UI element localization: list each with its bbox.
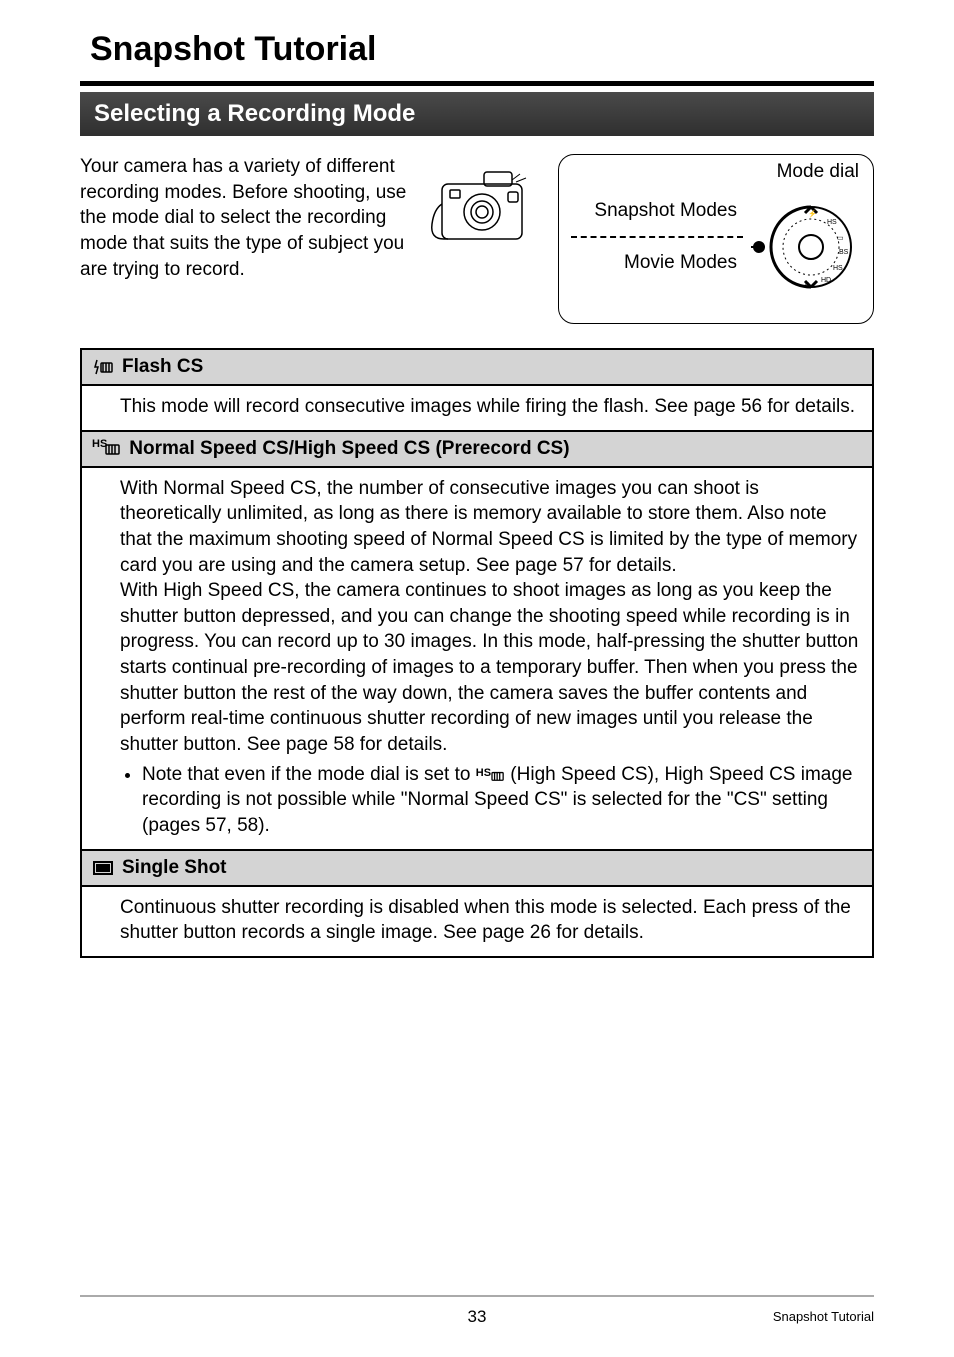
section-heading: Selecting a Recording Mode [80, 92, 874, 136]
mode-body-row: Continuous shutter recording is disabled… [81, 886, 873, 957]
mode-header-hs-cs: HS Normal Speed CS/High Speed CS (Prerec… [81, 431, 873, 467]
mode-dial-icon: ⚡ HS ▭ BS HS HD ⌀ [751, 192, 861, 302]
mode-body-single-shot: Continuous shutter recording is disabled… [118, 887, 872, 956]
svg-text:HS: HS [827, 219, 837, 226]
page-number: 33 [80, 1307, 874, 1327]
mode-dial-diagram: Mode dial Snapshot Modes Movie Modes [558, 154, 874, 324]
svg-text:⌀: ⌀ [805, 281, 809, 288]
mode-label: Flash CS [122, 356, 203, 378]
mode-header-flash-cs: Flash CS [81, 349, 873, 385]
svg-text:HS: HS [833, 265, 843, 272]
snapshot-modes-label: Snapshot Modes [571, 192, 743, 230]
hs-cs-icon: HS [92, 440, 121, 458]
movie-modes-label: Movie Modes [571, 244, 743, 282]
mode-label: Single Shot [122, 857, 227, 879]
hs-inline-icon: HS [476, 762, 505, 788]
mode-body-flash-cs: This mode will record consecutive images… [118, 386, 872, 430]
title-rule [80, 81, 874, 86]
dial-label: Mode dial [777, 161, 859, 183]
mode-body-text: With Normal Speed CS, the number of cons… [120, 478, 858, 755]
mode-header-single-shot: Single Shot [81, 850, 873, 886]
footer: 33 Snapshot Tutorial [80, 1295, 874, 1327]
svg-text:BS: BS [839, 249, 849, 256]
modes-table: Flash CS This mode will record consecuti… [80, 348, 874, 958]
mode-body-hs-cs: With Normal Speed CS, the number of cons… [118, 468, 872, 849]
mode-body-row: This mode will record consecutive images… [81, 385, 873, 431]
svg-text:⚡: ⚡ [808, 209, 817, 218]
camera-illustration [424, 154, 544, 264]
svg-text:▭: ▭ [837, 235, 844, 242]
intro-text: Your camera has a variety of different r… [80, 154, 410, 282]
mode-divider [571, 236, 743, 238]
mode-bullet: Note that even if the mode dial is set t… [142, 762, 862, 839]
mode-bullets: Note that even if the mode dial is set t… [120, 762, 862, 839]
flash-cs-icon [92, 358, 114, 376]
single-shot-icon [92, 859, 114, 877]
svg-text:HD: HD [821, 277, 831, 284]
footer-section: Snapshot Tutorial [773, 1309, 874, 1324]
mode-label: Normal Speed CS/High Speed CS (Prerecord… [129, 438, 569, 460]
page-title: Snapshot Tutorial [90, 30, 874, 69]
mode-body-row: With Normal Speed CS, the number of cons… [81, 467, 873, 850]
